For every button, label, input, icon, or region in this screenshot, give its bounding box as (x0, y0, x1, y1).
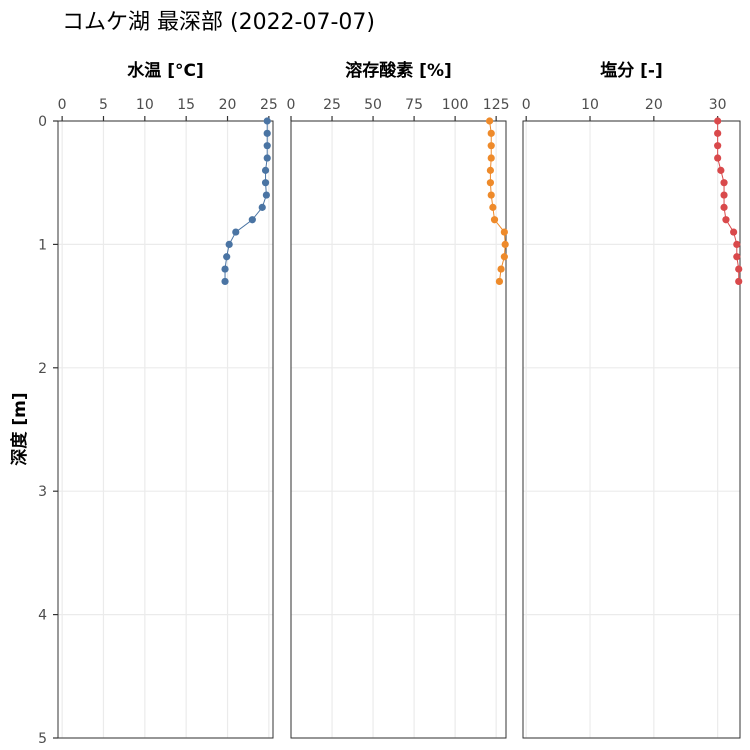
x-tick-label: 20 (645, 97, 663, 113)
x-tick-label: 15 (177, 97, 195, 113)
data-point (261, 166, 270, 174)
data-point (735, 277, 743, 286)
data-point (495, 277, 504, 286)
panel-frame (522, 120, 741, 739)
y-tick-label: 5 (38, 731, 47, 747)
panel-1: 0 5 10 15 20 25 水温 [°C] (57, 60, 278, 739)
panel-title: 溶存酸素 [%] (345, 60, 452, 81)
data-point (486, 166, 495, 174)
x-tick-label: 30 (709, 97, 727, 113)
data-point (489, 203, 497, 211)
x-tick-label: 10 (581, 97, 599, 113)
data-point (714, 142, 722, 150)
x-tick-label: 75 (405, 97, 423, 113)
data-point (720, 203, 728, 211)
data-point (487, 129, 495, 137)
panel-title: 水温 [°C] (127, 60, 203, 81)
data-point (500, 253, 508, 261)
data-point (501, 240, 509, 248)
data-point (720, 191, 728, 199)
panel-frame (290, 120, 507, 739)
data-point (714, 154, 722, 162)
y-axis-label: 深度 [m] (9, 392, 30, 465)
data-point (486, 179, 495, 187)
x-tick-label: 20 (219, 97, 237, 113)
data-point (722, 216, 730, 224)
x-tick-label: 25 (260, 97, 278, 113)
y-tick-label: 2 (38, 361, 47, 377)
data-point (733, 240, 741, 248)
x-tick-label: 5 (99, 97, 108, 113)
data-point (730, 228, 738, 236)
x-tick-label: 0 (58, 97, 67, 113)
data-point (221, 265, 229, 273)
data-point (223, 253, 231, 261)
data-point (225, 240, 233, 248)
data-point (487, 191, 495, 199)
panel-2: 0 25 50 75 100 125 溶存酸素 [%] (287, 60, 510, 739)
data-point (487, 154, 495, 162)
data-point (500, 228, 508, 236)
data-point (258, 203, 266, 211)
data-point (497, 265, 505, 273)
panel-frame (57, 120, 274, 739)
data-point (263, 117, 271, 125)
data-point (248, 216, 256, 224)
panel-3: 0 10 20 30 塩分 [-] (522, 60, 743, 739)
y-axis: 0 1 2 3 4 5 (38, 114, 58, 747)
data-point (717, 166, 725, 174)
data-point (720, 179, 728, 187)
data-point (733, 253, 741, 261)
x-tick-label: 25 (323, 97, 341, 113)
panel-title: 塩分 [-] (600, 60, 663, 81)
data-point (261, 179, 270, 187)
data-point (714, 129, 722, 137)
data-point (262, 191, 270, 199)
x-tick-label: 10 (136, 97, 154, 113)
data-point (263, 129, 271, 137)
x-tick-label: 125 (483, 97, 510, 113)
x-tick-label: 0 (287, 97, 296, 113)
y-tick-label: 1 (38, 237, 47, 253)
data-point (487, 142, 495, 150)
data-point (232, 228, 240, 236)
data-point (263, 154, 271, 162)
data-point (221, 277, 229, 286)
data-point (714, 117, 722, 125)
x-tick-label: 100 (442, 97, 469, 113)
data-point (263, 142, 271, 150)
x-tick-label: 0 (522, 97, 531, 113)
y-tick-label: 4 (38, 608, 47, 624)
y-tick-label: 0 (38, 114, 47, 130)
series-line (224, 121, 268, 282)
chart-title: コムケ湖 最深部 (2022-07-07) (62, 10, 375, 35)
data-point (735, 265, 743, 273)
data-point (485, 117, 494, 125)
x-tick-label: 50 (364, 97, 382, 113)
data-point (490, 216, 499, 224)
y-tick-label: 3 (38, 484, 47, 500)
